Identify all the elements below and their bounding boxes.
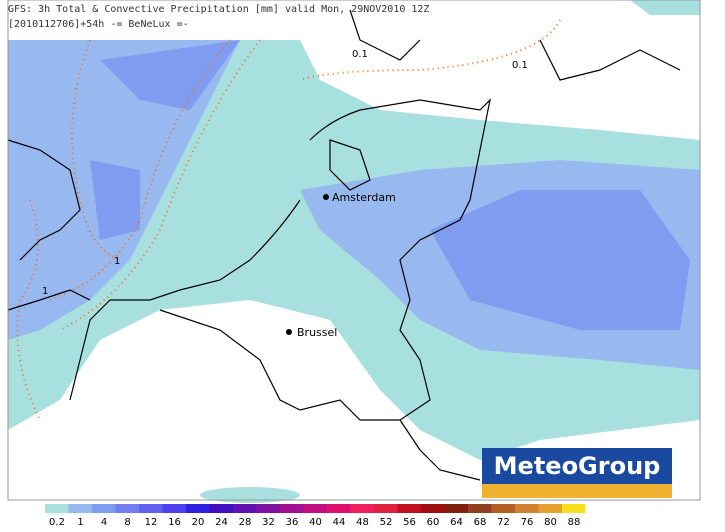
color-box: [186, 504, 210, 513]
colorbar-label: 0.2: [49, 517, 65, 528]
color-box: [538, 504, 562, 513]
color-box: [45, 504, 69, 513]
color-box: [162, 504, 186, 513]
city-label: Amsterdam: [332, 191, 396, 204]
clear-area: [8, 300, 480, 500]
color-box: [303, 504, 327, 513]
colorbar-label: 36: [286, 517, 299, 528]
coastline: [69, 98, 491, 481]
colorbar-label: 76: [521, 517, 534, 528]
color-box: [468, 504, 492, 513]
colorbar-label: 8: [124, 517, 130, 528]
colorbar-label: 64: [450, 517, 463, 528]
colorbar-label: 80: [544, 517, 557, 528]
color-box: [115, 504, 139, 513]
logo-text: MeteoGroup: [494, 452, 661, 480]
color-box: [256, 504, 280, 513]
heavy-precip: [100, 40, 240, 110]
colorbar-label: 20: [192, 517, 205, 528]
colorbar-label: 16: [168, 517, 181, 528]
clear-area: [300, 40, 700, 140]
contour-label: 1: [42, 286, 48, 297]
heavy-precip: [90, 160, 140, 240]
contour: [16, 199, 41, 421]
colorbar-label: 72: [497, 517, 510, 528]
color-box: [515, 504, 539, 513]
color-box: [491, 504, 515, 513]
header-box: [8, 0, 308, 34]
logo-stripe: [482, 484, 672, 498]
color-box: [397, 504, 421, 513]
colorbar-label: 48: [356, 517, 369, 528]
contour-label: 1: [114, 256, 120, 267]
colorbar-label: 68: [474, 517, 487, 528]
color-box: [92, 504, 116, 513]
header-line: [2010112706]+54h -= BeNeLux =-: [8, 19, 189, 30]
colorbar: 0.2 1 4 8 12 16 20 24 28 32 36 40 44 48 52 56 60 64 68 72 76…: [45, 504, 586, 528]
coastline: [329, 9, 681, 191]
colorbar-label: 52: [380, 517, 393, 528]
colorbar-label: 88: [568, 517, 581, 528]
contour: [59, 39, 261, 331]
color-box: [68, 504, 92, 513]
colorbar-label: 32: [262, 517, 275, 528]
color-box: [562, 504, 586, 513]
contour-label: 0.1: [512, 60, 528, 71]
colorbar-label: 1: [77, 517, 83, 528]
colorbar-label: 4: [101, 517, 107, 528]
colorbar-label: 12: [145, 517, 158, 528]
color-box: [139, 504, 163, 513]
contour-label: 0.1: [352, 49, 368, 60]
color-box: [233, 504, 257, 513]
colorbar-label: 44: [333, 517, 346, 528]
colorbar-label: 24: [215, 517, 228, 528]
heavy-precip: [430, 190, 690, 330]
colorbar-label: 40: [309, 517, 322, 528]
colorbar-label: 56: [403, 517, 416, 528]
color-box: [350, 504, 374, 513]
header-line: GFS: 3h Total & Convective Precipitation…: [8, 4, 429, 15]
color-box: [421, 504, 445, 513]
color-box: [444, 504, 468, 513]
colorbar-label: 28: [239, 517, 252, 528]
color-box: [209, 504, 233, 513]
light-precip: [200, 487, 300, 503]
light-precip: [630, 0, 700, 15]
colorbar-label: 60: [427, 517, 440, 528]
color-box: [280, 504, 304, 513]
color-box: [327, 504, 351, 513]
contour: [71, 39, 121, 261]
coastline: [7, 139, 91, 311]
contour: [49, 39, 231, 301]
city-label: Brussel: [297, 326, 337, 339]
color-box: [374, 504, 398, 513]
city-marker: [286, 329, 292, 335]
city-marker: [323, 194, 329, 200]
map-frame: [7, 0, 701, 501]
